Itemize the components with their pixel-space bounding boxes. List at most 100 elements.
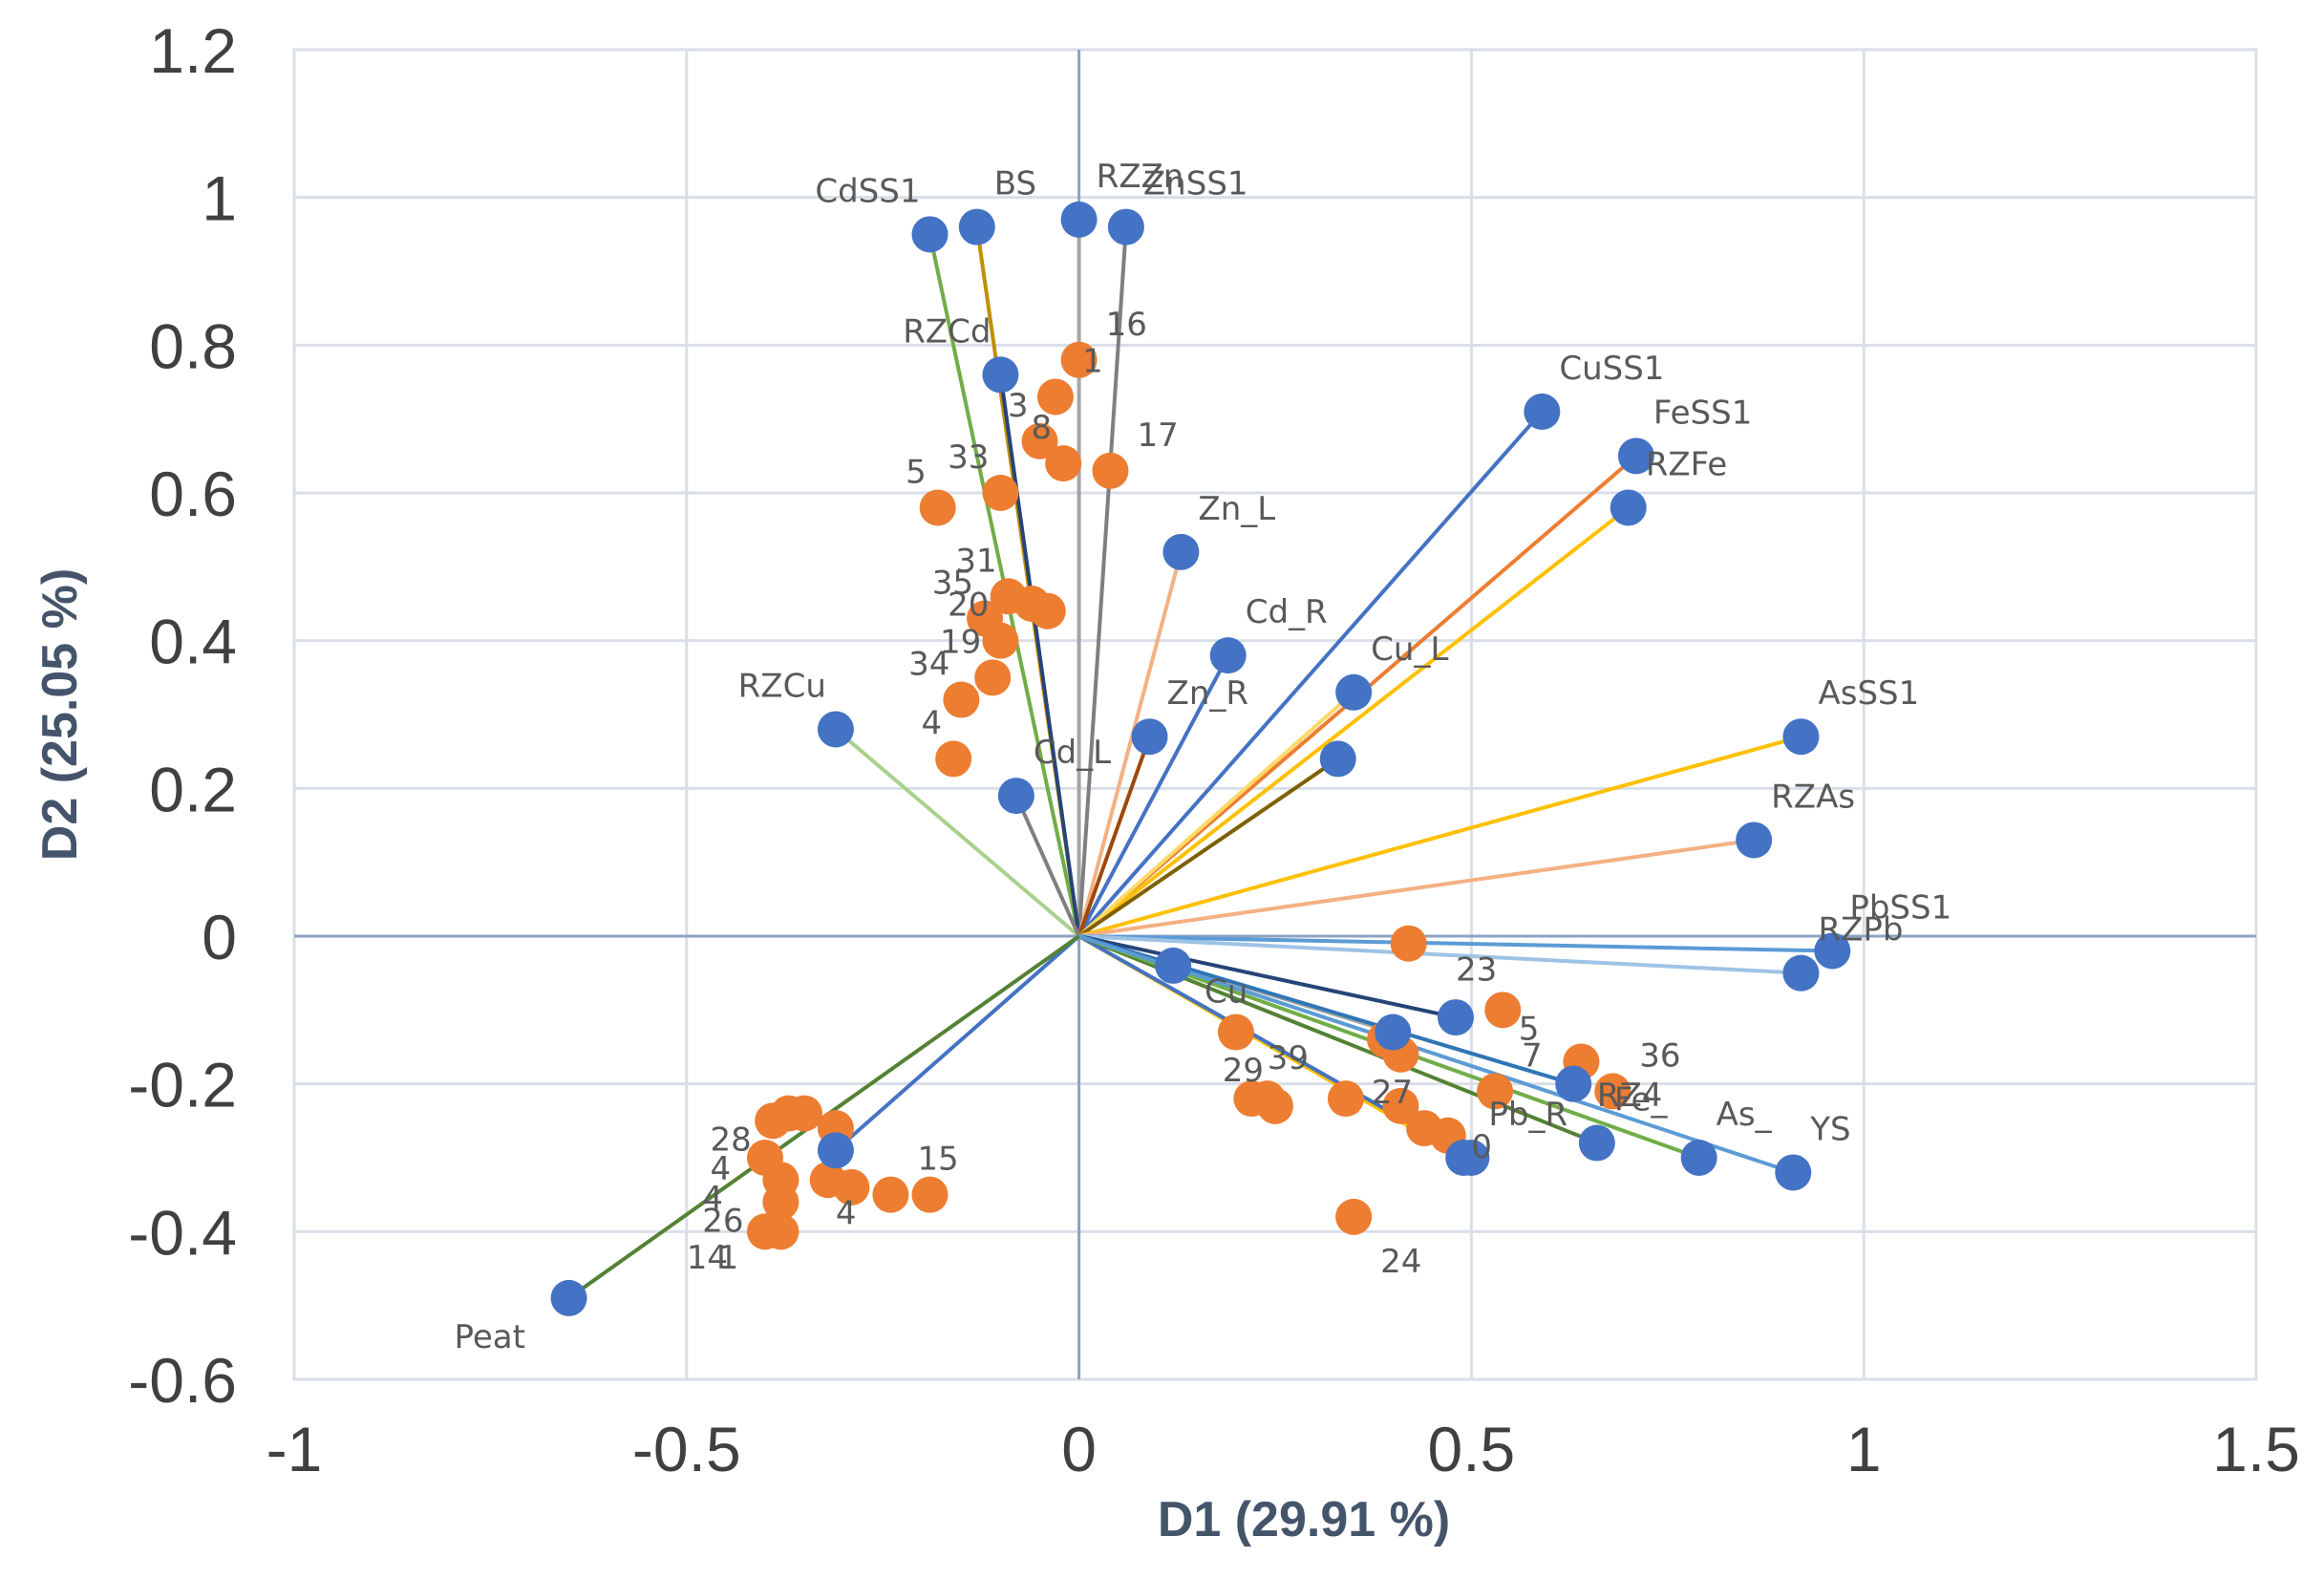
extra-label: 4 — [702, 1180, 723, 1218]
observation-point — [762, 1184, 800, 1221]
variable-vector — [1077, 934, 1794, 1175]
variable-point — [817, 1132, 854, 1169]
y-tick-label: 0.6 — [149, 459, 237, 529]
extra-label: 39 — [1268, 1039, 1309, 1078]
variable-label: RZFe — [1646, 445, 1728, 483]
x-tick-label: -1 — [267, 1414, 323, 1484]
variable-label: As_ — [1716, 1096, 1773, 1134]
y-tick-label: 0 — [202, 902, 237, 972]
variable-vector — [1077, 757, 1339, 938]
x-axis-title: D1 (29.91 %) — [1158, 1492, 1450, 1547]
x-tick-label: 0.5 — [1428, 1414, 1516, 1484]
variable-point — [1736, 822, 1773, 859]
observation-point — [1217, 1014, 1254, 1051]
observation-point — [1390, 925, 1427, 962]
variable-label: PbSS1 — [1849, 888, 1951, 927]
variable-label: RZCu — [738, 667, 826, 705]
y-tick-label: 0.2 — [149, 754, 237, 824]
variable-point — [1060, 201, 1098, 238]
observation-point — [786, 1095, 823, 1132]
observation-label: 5 — [906, 453, 927, 491]
observation-point — [1594, 1073, 1631, 1110]
observation-label: 7 — [1522, 1036, 1543, 1075]
observation-label: 20 — [948, 587, 989, 625]
observation-point — [1092, 452, 1129, 489]
variable-label: Cd_L — [1034, 734, 1111, 772]
variable-point — [1782, 954, 1820, 992]
variable-vector — [1077, 551, 1183, 937]
observation-label: 27 — [1372, 1074, 1413, 1112]
observation-point — [974, 659, 1012, 696]
variable-vector — [1077, 736, 1152, 937]
observation-point — [755, 1102, 792, 1140]
variable-label: AsSS1 — [1818, 674, 1919, 713]
variable-point — [1555, 1065, 1592, 1102]
y-tick-label: 1.2 — [149, 15, 237, 86]
extra-label: 5 — [1519, 1010, 1540, 1048]
variable-vector — [998, 373, 1081, 937]
extra-label: 4 — [710, 1150, 731, 1188]
observation-label: 3 — [1008, 387, 1029, 425]
variable-point — [911, 216, 949, 253]
variable-point — [1610, 489, 1647, 526]
variable-label: Cu_L — [1371, 630, 1448, 669]
variable-points — [550, 201, 1851, 1316]
observation-point — [1021, 422, 1058, 459]
extra-label: RZ4 — [1597, 1077, 1663, 1115]
observation-point — [1257, 1087, 1293, 1124]
variable-label: CuSS1 — [1559, 350, 1664, 388]
x-tick-label: -0.5 — [632, 1414, 741, 1484]
variable-vector — [1078, 934, 1833, 953]
variable-vector — [1077, 654, 1230, 937]
variable-label: RZAs — [1771, 778, 1855, 816]
extra-label: Cu — [1205, 973, 1247, 1012]
observation-points — [746, 341, 1631, 1250]
observation-point — [1484, 992, 1522, 1029]
extra-label: 28 — [710, 1120, 751, 1159]
y-axis-title: D2 (25.05 %) — [32, 568, 88, 861]
variable-label: Pb_R — [1488, 1096, 1567, 1134]
observation-point — [1036, 378, 1074, 416]
observation-point — [1477, 1073, 1514, 1110]
extra-label: 26 — [702, 1202, 743, 1240]
observation-label: 4 — [922, 704, 943, 742]
observation-point — [982, 475, 1019, 511]
variable-vector — [1014, 795, 1081, 937]
observation-label: 24 — [1380, 1243, 1421, 1281]
variable-point — [1524, 393, 1561, 430]
extra-label: 1 — [718, 1239, 739, 1277]
x-tick-label: 0 — [1061, 1414, 1097, 1484]
variable-point — [1775, 1154, 1812, 1191]
variable-point — [1335, 673, 1373, 711]
tick-labels: -1 -0.5 0 0.5 1 1.5 -0.6 -0.4 -0.2 0 0.2 0.4 0.6 0.8 1… — [128, 15, 2300, 1484]
variable-vector — [1078, 934, 1457, 1020]
observation-point — [943, 681, 980, 718]
y-tick-label: 0.8 — [149, 310, 237, 381]
variable-label: YS — [1809, 1110, 1850, 1148]
observation-label: 17 — [1137, 416, 1178, 455]
variable-vector — [1077, 691, 1355, 938]
x-tick-label: 1 — [1846, 1414, 1882, 1484]
y-tick-label: -0.6 — [128, 1345, 237, 1416]
observation-point — [833, 1168, 870, 1206]
variable-point — [1437, 999, 1474, 1036]
observation-label: 19 — [940, 623, 981, 661]
variable-point — [1814, 932, 1851, 970]
variable-label: ZnSS1 — [1143, 165, 1248, 203]
observation-point — [1029, 592, 1066, 629]
variable-vector — [1077, 226, 1128, 937]
observation-label: 16 — [1106, 306, 1147, 344]
variable-point — [1107, 208, 1144, 245]
variable-vector — [1078, 934, 1802, 975]
observation-point — [762, 1213, 800, 1250]
variable-point — [1453, 1140, 1490, 1176]
observation-point — [911, 1176, 949, 1213]
observation-label: 31 — [955, 542, 996, 580]
observation-point — [1327, 1080, 1364, 1118]
variable-point — [550, 1279, 587, 1316]
variable-vector — [1077, 505, 1630, 938]
observation-point — [1045, 445, 1082, 482]
observation-point — [1060, 341, 1098, 378]
variable-label: RZZn — [1097, 158, 1184, 196]
